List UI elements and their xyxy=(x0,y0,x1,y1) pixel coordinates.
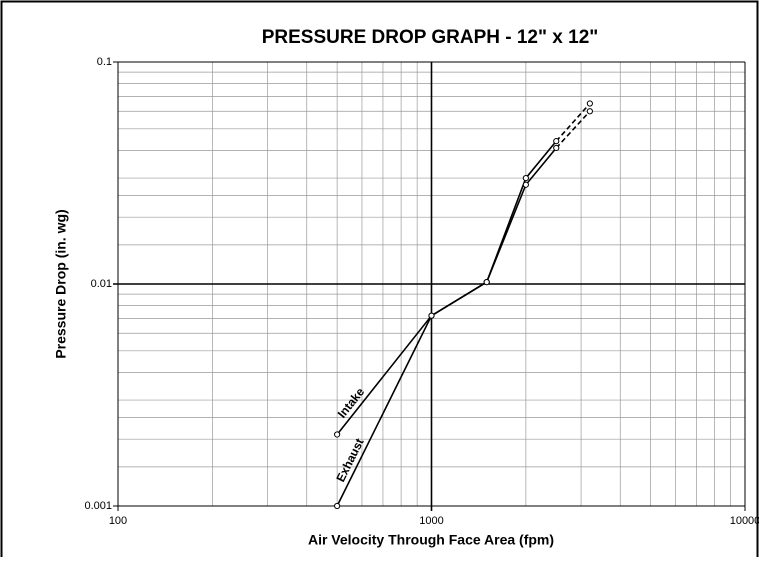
data-point xyxy=(334,502,341,510)
y-tick-label: 0.01 xyxy=(91,278,112,290)
series-line xyxy=(337,111,590,506)
data-point xyxy=(586,108,593,115)
data-point xyxy=(553,144,560,152)
chart-title: PRESSURE DROP GRAPH - 12" x 12" xyxy=(262,27,599,48)
x-tick-label: 10000 xyxy=(730,515,759,527)
x-tick-label: 100 xyxy=(109,515,127,527)
data-point xyxy=(522,174,529,182)
data-point xyxy=(334,431,341,438)
x-tick-label: 1000 xyxy=(419,515,443,527)
data-point xyxy=(522,181,529,188)
x-axis-label: Air Velocity Through Face Area (fpm) xyxy=(308,532,554,548)
data-point xyxy=(553,138,560,145)
dashed-segment xyxy=(555,110,591,149)
data-point xyxy=(428,312,435,319)
data-point xyxy=(483,278,490,286)
y-tick-label: 0.1 xyxy=(97,56,112,68)
y-axis-label: Pressure Drop (in. wg) xyxy=(53,209,69,358)
data-point xyxy=(586,100,593,107)
y-tick-label: 0.001 xyxy=(84,500,112,512)
dashed-segment xyxy=(555,103,591,142)
